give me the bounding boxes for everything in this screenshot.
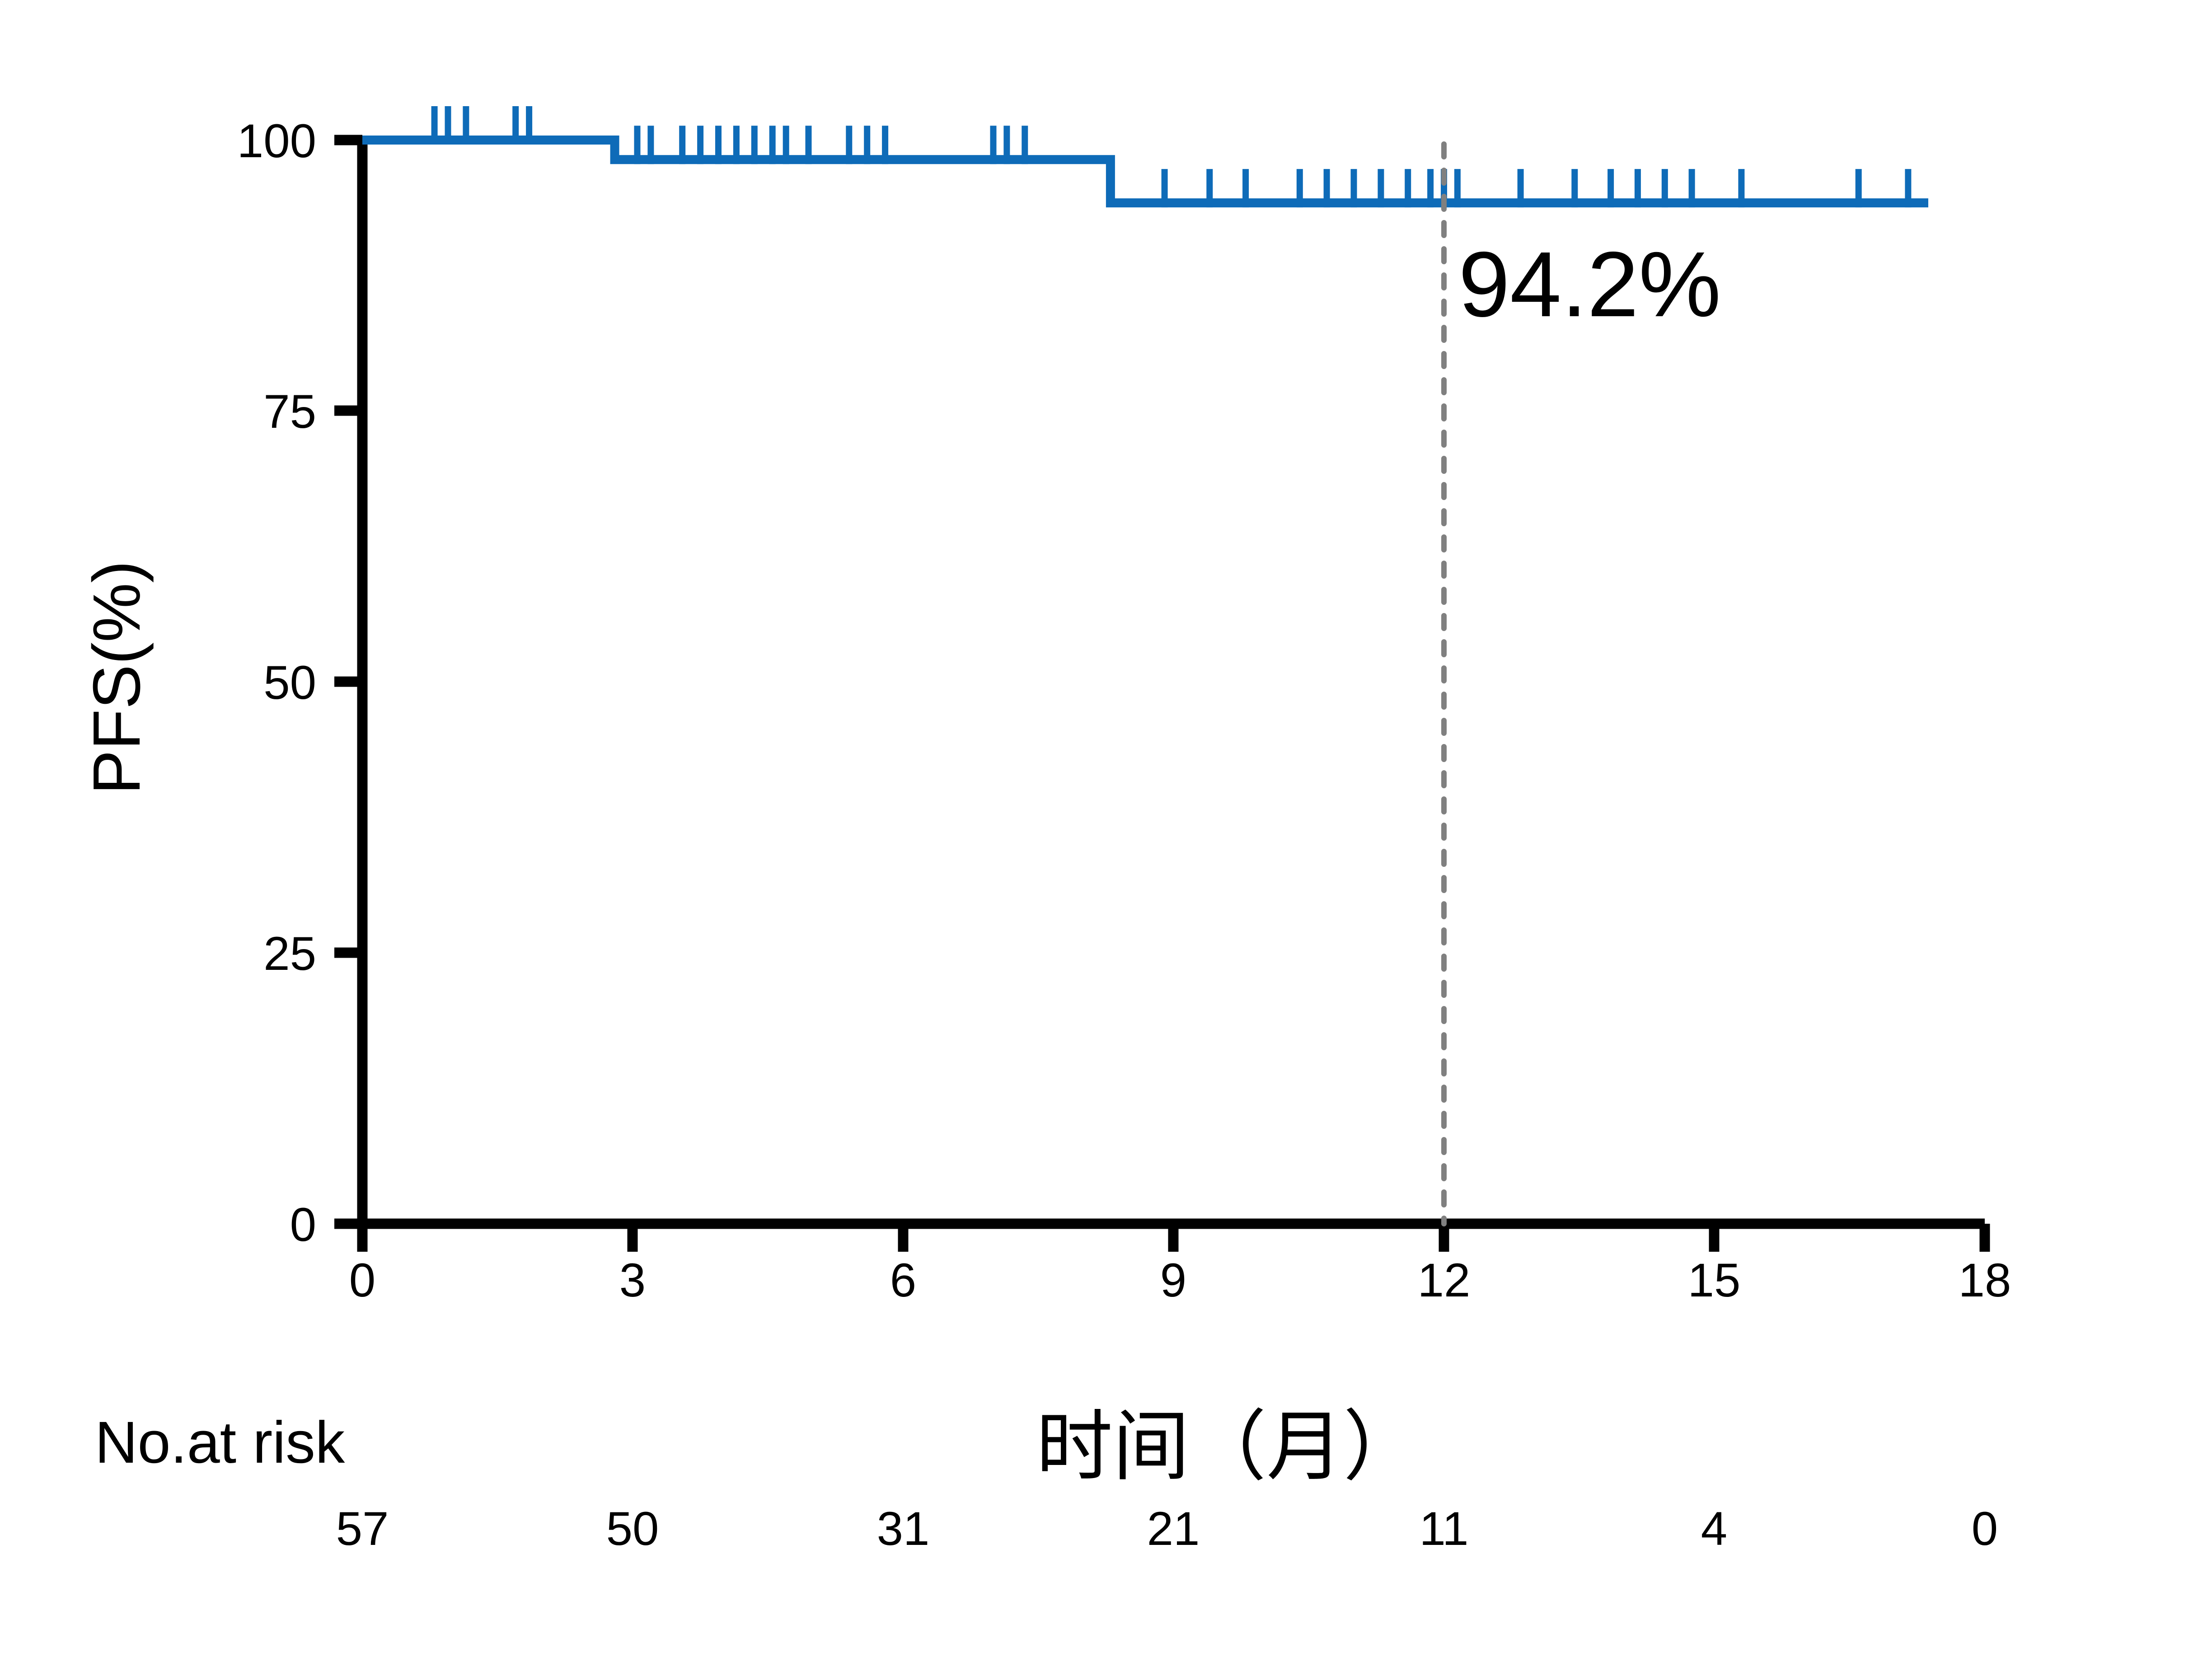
svg-text:PFS(%): PFS(%) xyxy=(80,561,154,795)
svg-text:0: 0 xyxy=(290,1198,316,1251)
svg-text:No.at risk: No.at risk xyxy=(95,1409,345,1475)
svg-text:9: 9 xyxy=(1160,1254,1186,1307)
svg-text:12: 12 xyxy=(1418,1254,1471,1307)
svg-text:31: 31 xyxy=(877,1502,930,1555)
svg-text:4: 4 xyxy=(1701,1502,1727,1555)
svg-text:3: 3 xyxy=(619,1254,646,1307)
svg-text:50: 50 xyxy=(606,1502,659,1555)
svg-text:0: 0 xyxy=(1972,1502,1998,1555)
svg-text:94.2%: 94.2% xyxy=(1458,233,1721,336)
svg-text:21: 21 xyxy=(1147,1502,1200,1555)
svg-text:25: 25 xyxy=(263,927,316,980)
svg-text:18: 18 xyxy=(1959,1254,2011,1307)
svg-text:11: 11 xyxy=(1420,1502,1469,1555)
svg-text:100: 100 xyxy=(237,115,316,168)
svg-text:50: 50 xyxy=(263,656,316,709)
svg-text:0: 0 xyxy=(349,1254,375,1307)
svg-text:6: 6 xyxy=(890,1254,916,1307)
svg-text:15: 15 xyxy=(1688,1254,1741,1307)
svg-text:57: 57 xyxy=(336,1502,389,1555)
svg-text:75: 75 xyxy=(263,385,316,438)
svg-text:时间（月）: 时间（月） xyxy=(1036,1404,1420,1490)
